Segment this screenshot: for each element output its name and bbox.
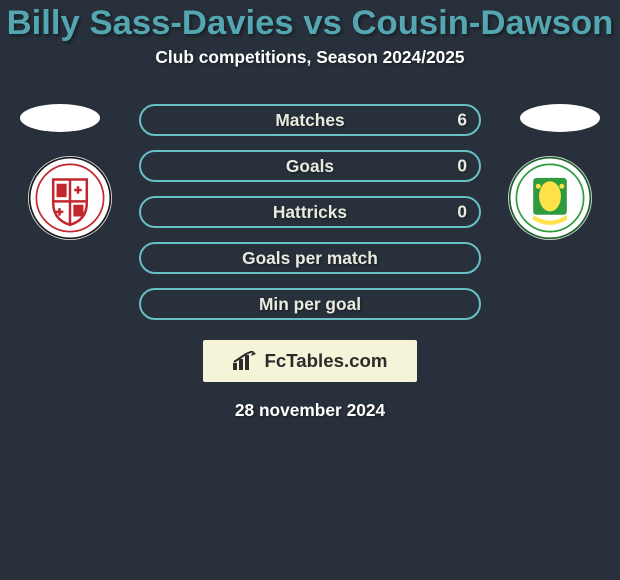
stat-bars: Matches 6 Goals 0 Hattricks 0 Goals per …	[139, 104, 481, 320]
stat-right-value: 0	[457, 156, 467, 177]
stat-row-matches: Matches 6	[139, 104, 481, 136]
branding-box: FcTables.com	[203, 340, 417, 382]
stat-label: Goals	[286, 156, 334, 177]
page-title: Billy Sass-Davies vs Cousin-Dawson	[0, 0, 620, 43]
stats-area: Matches 6 Goals 0 Hattricks 0 Goals per …	[0, 104, 620, 421]
club-crest-right	[508, 156, 592, 240]
stat-label: Min per goal	[259, 294, 361, 315]
stat-label: Goals per match	[242, 248, 378, 269]
stat-label: Hattricks	[273, 202, 347, 223]
club-crest-left	[28, 156, 112, 240]
crest-right-svg	[508, 156, 592, 240]
page-subtitle: Club competitions, Season 2024/2025	[0, 47, 620, 68]
branding-text: FcTables.com	[264, 350, 387, 372]
stat-row-goals: Goals 0	[139, 150, 481, 182]
stat-right-value: 0	[457, 202, 467, 223]
stat-row-hattricks: Hattricks 0	[139, 196, 481, 228]
crest-left-svg	[28, 156, 112, 240]
player-right-avatar-placeholder	[520, 104, 600, 132]
stat-label: Matches	[275, 110, 344, 131]
stat-row-min-per-goal: Min per goal	[139, 288, 481, 320]
bar-chart-icon	[232, 351, 258, 371]
stat-row-goals-per-match: Goals per match	[139, 242, 481, 274]
footer-date: 28 november 2024	[0, 400, 620, 421]
comparison-card: Billy Sass-Davies vs Cousin-Dawson Club …	[0, 0, 620, 580]
stat-right-value: 6	[457, 110, 467, 131]
player-left-avatar-placeholder	[20, 104, 100, 132]
